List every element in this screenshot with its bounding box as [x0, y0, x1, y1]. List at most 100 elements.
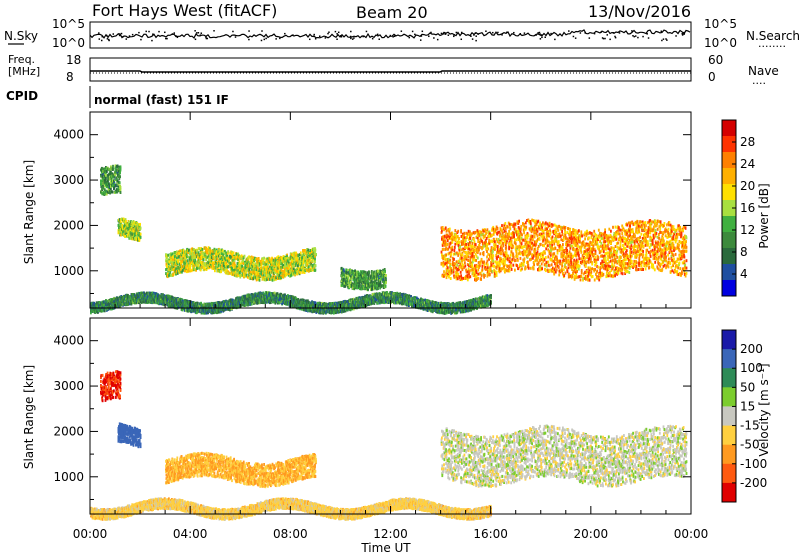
power-cell — [239, 268, 241, 272]
power-cell — [588, 257, 591, 260]
power-cell — [502, 244, 505, 248]
power-cell — [443, 228, 445, 232]
noise-search-dot — [460, 31, 463, 34]
power-cell — [105, 176, 107, 180]
power-cell — [173, 253, 176, 256]
power-cell — [220, 256, 223, 260]
power-cell — [178, 255, 181, 259]
power-cell — [464, 264, 467, 268]
nsearch-label: N.Search — [746, 29, 800, 43]
power-cell — [508, 260, 511, 263]
power-cell — [168, 260, 171, 264]
power-cell — [314, 260, 316, 264]
noise-search-dot — [513, 31, 515, 34]
power-cell — [184, 269, 187, 273]
noise-search-dot — [213, 30, 215, 32]
power-cell — [139, 232, 142, 236]
power-cell — [176, 271, 179, 275]
noise-search-dot — [604, 37, 606, 40]
power-cell — [562, 243, 564, 247]
power-cell — [581, 254, 584, 258]
power-cell — [500, 244, 503, 248]
power-cell — [585, 269, 588, 273]
power-cell — [486, 228, 489, 232]
noise-search-dot — [568, 30, 570, 32]
power-cell — [102, 185, 105, 189]
power-cell — [471, 232, 473, 236]
power-cell — [481, 264, 484, 268]
power-cell — [575, 229, 577, 233]
power-cell — [501, 224, 503, 228]
power-cell — [448, 227, 451, 231]
power-cell — [216, 250, 218, 254]
power-cell — [194, 258, 197, 262]
power-cell — [127, 233, 129, 237]
power-cell — [453, 245, 456, 249]
power-cell — [241, 267, 244, 271]
power-cell — [101, 167, 104, 171]
power-cell — [209, 248, 212, 252]
noise-search-dot — [108, 39, 110, 42]
power-cell — [466, 278, 469, 282]
power-cell — [580, 274, 583, 278]
noise-search-dot — [414, 33, 416, 36]
power-cell — [547, 255, 550, 259]
noise-search-dot — [205, 37, 208, 40]
power-cell — [223, 256, 226, 260]
power-cell — [119, 191, 122, 194]
noise-search-dot — [148, 30, 150, 33]
power-cell — [529, 257, 532, 261]
power-cell — [541, 267, 543, 271]
power-cell — [224, 260, 227, 264]
power-cell — [133, 235, 136, 239]
noise-search-dot — [647, 37, 650, 39]
power-cell — [477, 276, 480, 280]
power-cell — [307, 265, 310, 269]
power-cell — [230, 255, 233, 258]
power-cell — [215, 266, 218, 270]
power-cell — [544, 269, 547, 273]
power-cell — [126, 226, 129, 230]
power-cell — [169, 269, 172, 273]
noise-sky-line — [89, 29, 691, 39]
power-cell — [133, 232, 136, 236]
power-cell — [364, 270, 367, 274]
power-cell — [593, 229, 596, 233]
power-cell — [315, 252, 317, 256]
power-cell — [139, 226, 142, 230]
noise-search-dot — [477, 33, 479, 35]
radar-title: Fort Hays West (fitACF) — [92, 1, 277, 20]
power-cell — [104, 191, 107, 195]
power-cell — [501, 231, 504, 235]
power-cell — [544, 251, 546, 255]
noise-search-dot — [393, 35, 396, 38]
power-cell — [565, 236, 567, 240]
power-cell — [299, 271, 302, 275]
power-cell — [486, 266, 489, 270]
power-cell — [110, 187, 112, 191]
noise-search-dot — [362, 35, 364, 38]
power-cell — [107, 173, 110, 177]
noise-search-dot — [197, 31, 200, 34]
power-cell — [231, 250, 233, 254]
power-cell — [559, 262, 561, 266]
power-cell — [496, 261, 499, 265]
power-cell — [167, 258, 169, 262]
noise-search-dot — [428, 35, 430, 38]
noise-search-dot — [485, 30, 487, 32]
noise-search-dot — [284, 32, 286, 35]
power-cell — [451, 245, 454, 249]
power-cell — [181, 257, 183, 261]
power-cell — [542, 256, 544, 259]
power-cell — [516, 245, 519, 249]
noise-search-dot — [376, 33, 379, 36]
noise-search-dot — [158, 30, 160, 33]
noise-search-dot — [470, 35, 472, 37]
power-cell — [542, 233, 545, 237]
power-cell — [549, 231, 552, 235]
power-cell — [594, 267, 596, 271]
power-cell — [587, 236, 590, 240]
noise-search-dot — [584, 32, 586, 34]
power-cell — [170, 273, 172, 277]
power-cell — [450, 252, 452, 256]
